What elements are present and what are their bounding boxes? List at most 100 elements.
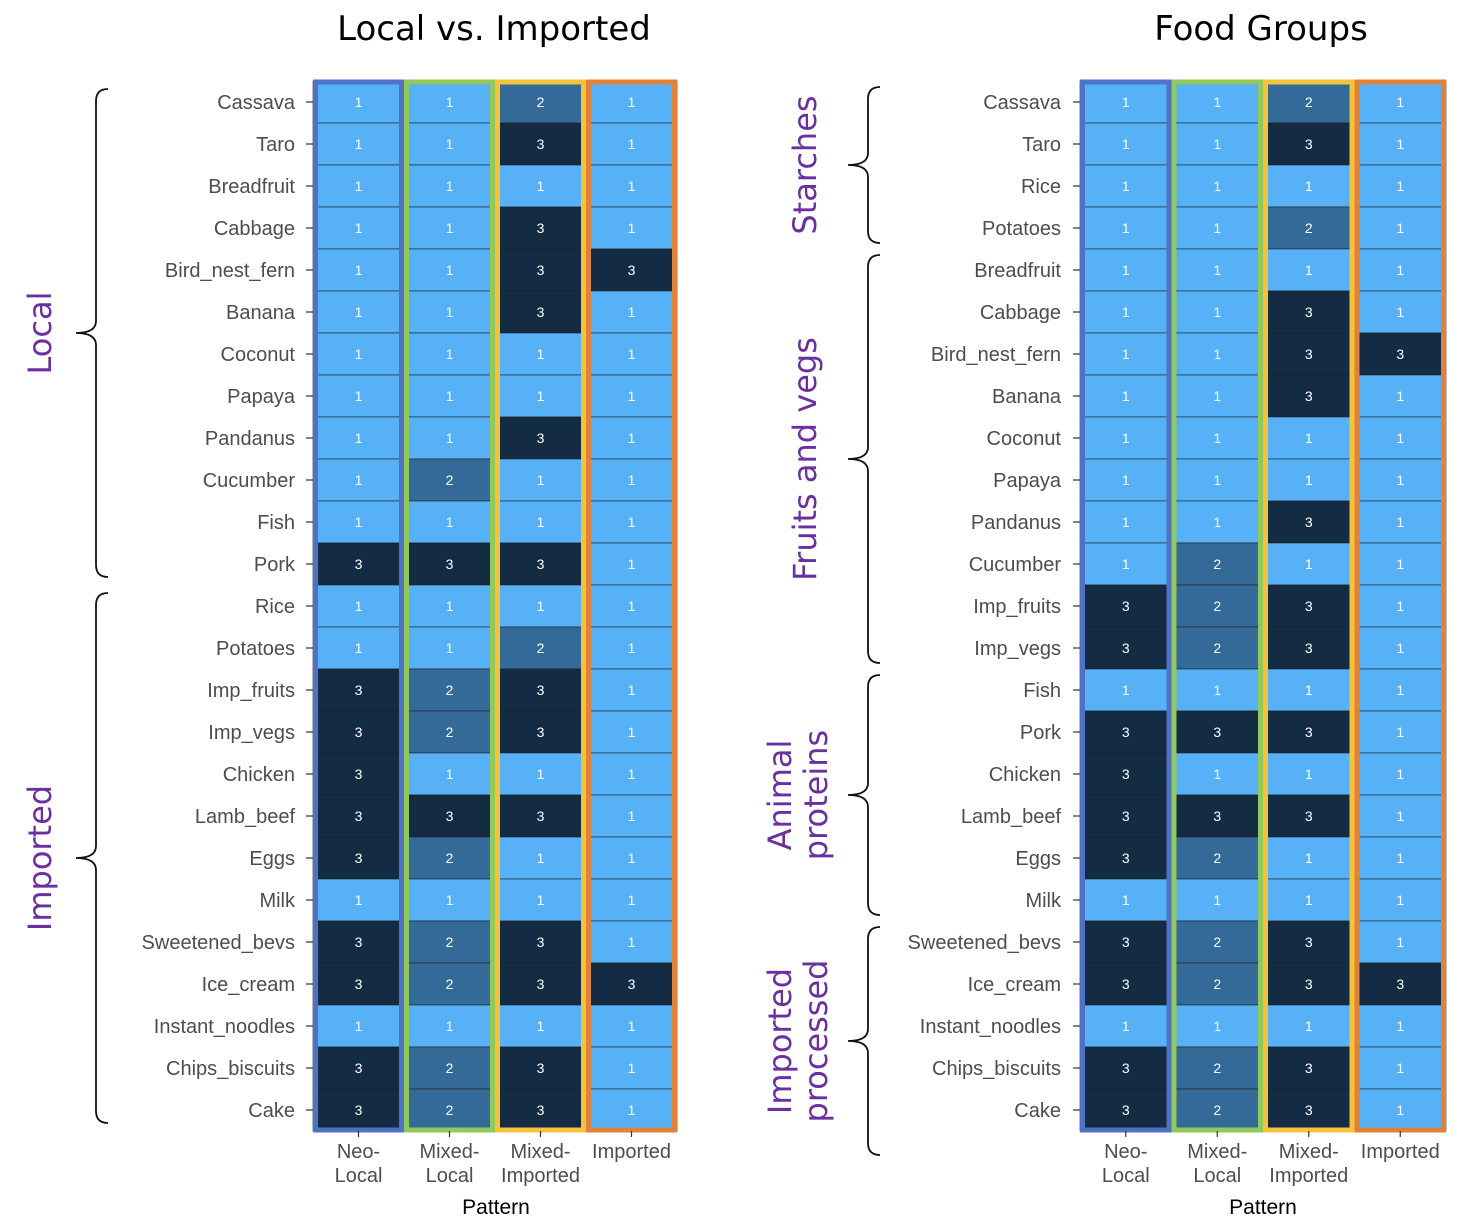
cell-value-label: 1 [1122, 430, 1130, 446]
x-axis-tick-label: Imported [592, 1141, 671, 1163]
heatmap-cell [403, 836, 496, 880]
heatmap-cell [585, 752, 678, 796]
y-axis-tick-label: Rice [255, 596, 295, 618]
cell-value-label: 3 [355, 1102, 363, 1118]
heatmap-cell [1171, 80, 1264, 124]
cell-value-label: 2 [1213, 556, 1221, 572]
heatmap-cell [403, 710, 496, 754]
cell-value-label: 3 [1396, 976, 1404, 992]
y-axis-tick-label: Papaya [993, 470, 1062, 492]
cell-value-label: 1 [446, 388, 454, 404]
cell-value-label: 1 [446, 598, 454, 614]
cell-value-label: 1 [1213, 136, 1221, 152]
cell-value-label: 1 [628, 220, 636, 236]
cell-value-label: 1 [1305, 766, 1313, 782]
heatmap-cell [1079, 248, 1172, 292]
y-axis-tick-label: Instant_noodles [154, 1016, 295, 1038]
cell-value-label: 1 [628, 94, 636, 110]
heatmap-cell [1354, 290, 1447, 334]
cell-value-label: 1 [355, 304, 363, 320]
cell-value-label: 3 [446, 808, 454, 824]
cell-value-label: 3 [537, 262, 545, 278]
cell-value-label: 1 [1396, 1102, 1404, 1118]
cell-value-label: 1 [1122, 262, 1130, 278]
heatmap-cell [1354, 80, 1447, 124]
cell-value-label: 2 [446, 472, 454, 488]
cell-value-label: 1 [1122, 220, 1130, 236]
heatmap-cell [1354, 206, 1447, 250]
cell-value-label: 2 [1213, 934, 1221, 950]
heatmap-cell [1262, 1004, 1355, 1048]
cell-value-label: 1 [628, 178, 636, 194]
cell-value-label: 1 [1122, 514, 1130, 530]
heatmap-cell [494, 668, 587, 712]
cell-value-label: 3 [628, 262, 636, 278]
cell-value-label: 3 [1305, 514, 1313, 530]
cell-value-label: 1 [628, 430, 636, 446]
cell-value-label: 3 [1213, 724, 1221, 740]
y-axis-tick-label: Chips_biscuits [932, 1058, 1061, 1080]
cell-value-label: 1 [1305, 430, 1313, 446]
cell-value-label: 3 [1396, 346, 1404, 362]
heatmap-cell [1079, 752, 1172, 796]
cell-value-label: 1 [446, 346, 454, 362]
cell-value-label: 1 [1122, 1018, 1130, 1034]
heatmap-cell [1262, 164, 1355, 208]
cell-value-label: 1 [1396, 304, 1404, 320]
cell-value-label: 3 [1305, 1102, 1313, 1118]
y-axis-tick-label: Imp_fruits [207, 680, 295, 702]
cell-value-label: 1 [355, 94, 363, 110]
cell-value-label: 3 [537, 976, 545, 992]
cell-value-label: 1 [446, 94, 454, 110]
cell-value-label: 3 [537, 808, 545, 824]
y-axis-tick-label: Chicken [989, 764, 1061, 786]
heatmap-cell [312, 458, 405, 502]
cell-value-label: 1 [1122, 304, 1130, 320]
y-axis-tick-label: Banana [226, 302, 296, 324]
cell-value-label: 2 [446, 724, 454, 740]
cell-value-label: 3 [537, 724, 545, 740]
heatmap-cell [1171, 752, 1264, 796]
heatmap-cell [585, 458, 678, 502]
heatmap-cell [1171, 458, 1264, 502]
cell-value-label: 1 [355, 514, 363, 530]
heatmap-cell [1262, 584, 1355, 628]
heatmap-cell [1171, 584, 1264, 628]
y-axis-tick-label: Cassava [983, 92, 1062, 114]
heatmap-cell [494, 878, 587, 922]
cell-value-label: 1 [628, 1060, 636, 1076]
cell-value-label: 3 [355, 682, 363, 698]
y-axis-tick-label: Coconut [987, 428, 1062, 450]
cell-value-label: 1 [1305, 262, 1313, 278]
heatmap-cell [1354, 374, 1447, 418]
cell-value-label: 2 [1305, 220, 1313, 236]
heatmap-cell [585, 416, 678, 460]
y-axis-tick-label: Bird_nest_fern [165, 260, 295, 282]
y-axis-tick-label: Instant_noodles [920, 1016, 1061, 1038]
cell-value-label: 1 [1122, 892, 1130, 908]
y-axis-tick-label: Bird_nest_fern [931, 344, 1061, 366]
cell-value-label: 1 [537, 472, 545, 488]
cell-value-label: 3 [355, 1060, 363, 1076]
heatmap-cell [312, 374, 405, 418]
heatmap-cell [1262, 626, 1355, 670]
cell-value-label: 1 [628, 682, 636, 698]
heatmap-cell [1354, 122, 1447, 166]
cell-value-label: 3 [537, 682, 545, 698]
y-axis-tick-label: Cucumber [969, 554, 1062, 576]
heatmap-cell [312, 626, 405, 670]
cell-value-label: 3 [537, 934, 545, 950]
group-label: Starches [786, 95, 824, 234]
cell-value-label: 2 [446, 682, 454, 698]
chart-title: Local vs. Imported [337, 9, 651, 49]
heatmap-cell [1079, 710, 1172, 754]
cell-value-label: 3 [1305, 808, 1313, 824]
cell-value-label: 1 [537, 388, 545, 404]
heatmap-cell [1262, 332, 1355, 376]
y-axis-tick-label: Potatoes [216, 638, 295, 660]
cell-value-label: 2 [446, 1060, 454, 1076]
heatmap-cell [312, 290, 405, 334]
cell-value-label: 1 [1396, 430, 1404, 446]
heatmap-cell [1079, 878, 1172, 922]
group-label: Animalproteins [761, 730, 835, 860]
